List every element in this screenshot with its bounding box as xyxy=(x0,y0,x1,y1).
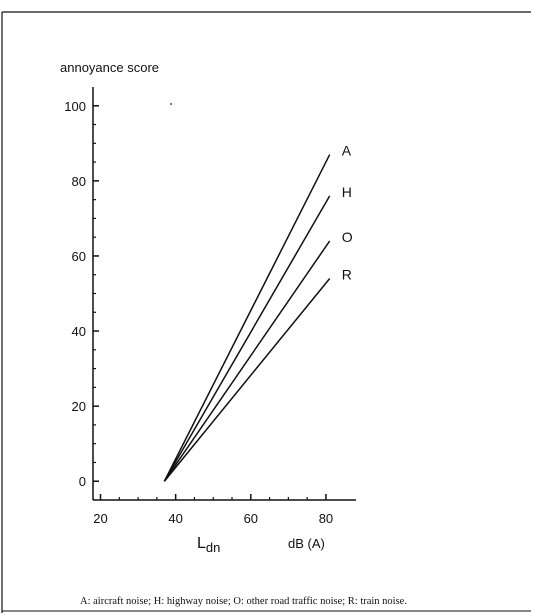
y-tick-label: 40 xyxy=(72,324,86,339)
x-axis-label-subscript: dn xyxy=(206,540,220,555)
series-labels: A H O R xyxy=(342,143,353,283)
y-tick-label: 0 xyxy=(79,474,86,489)
y-tick-label: 60 xyxy=(72,249,86,264)
y-axis-label: annoyance score xyxy=(60,60,159,75)
x-tick-label: 80 xyxy=(319,511,333,526)
series-label-a: A xyxy=(342,143,352,159)
series-line-h xyxy=(163,195,331,482)
scan-speck xyxy=(169,103,172,105)
y-tick-label: 100 xyxy=(64,99,86,114)
y-ticks: 0 20 40 60 80 100 xyxy=(64,99,99,489)
series-line-r xyxy=(163,278,331,482)
series-line-a xyxy=(163,154,331,482)
x-axis-unit: dB (A) xyxy=(288,536,325,551)
x-axis-label: Ldn xyxy=(197,535,220,555)
series-label-h: H xyxy=(342,184,352,200)
x-axis-label-main: L xyxy=(197,535,206,552)
series-label-r: R xyxy=(342,266,352,282)
x-tick-label: 60 xyxy=(244,511,258,526)
y-tick-label: 20 xyxy=(72,399,86,414)
series-label-o: O xyxy=(342,229,353,245)
x-ticks: 20 40 60 80 xyxy=(93,494,333,526)
x-tick-label: 20 xyxy=(93,511,107,526)
x-tick-label: 40 xyxy=(168,511,182,526)
series-line-o xyxy=(163,240,331,482)
figure-caption: A: aircraft noise; H: highway noise; O: … xyxy=(80,596,407,607)
y-tick-label: 80 xyxy=(72,174,86,189)
series-lines xyxy=(163,154,331,482)
